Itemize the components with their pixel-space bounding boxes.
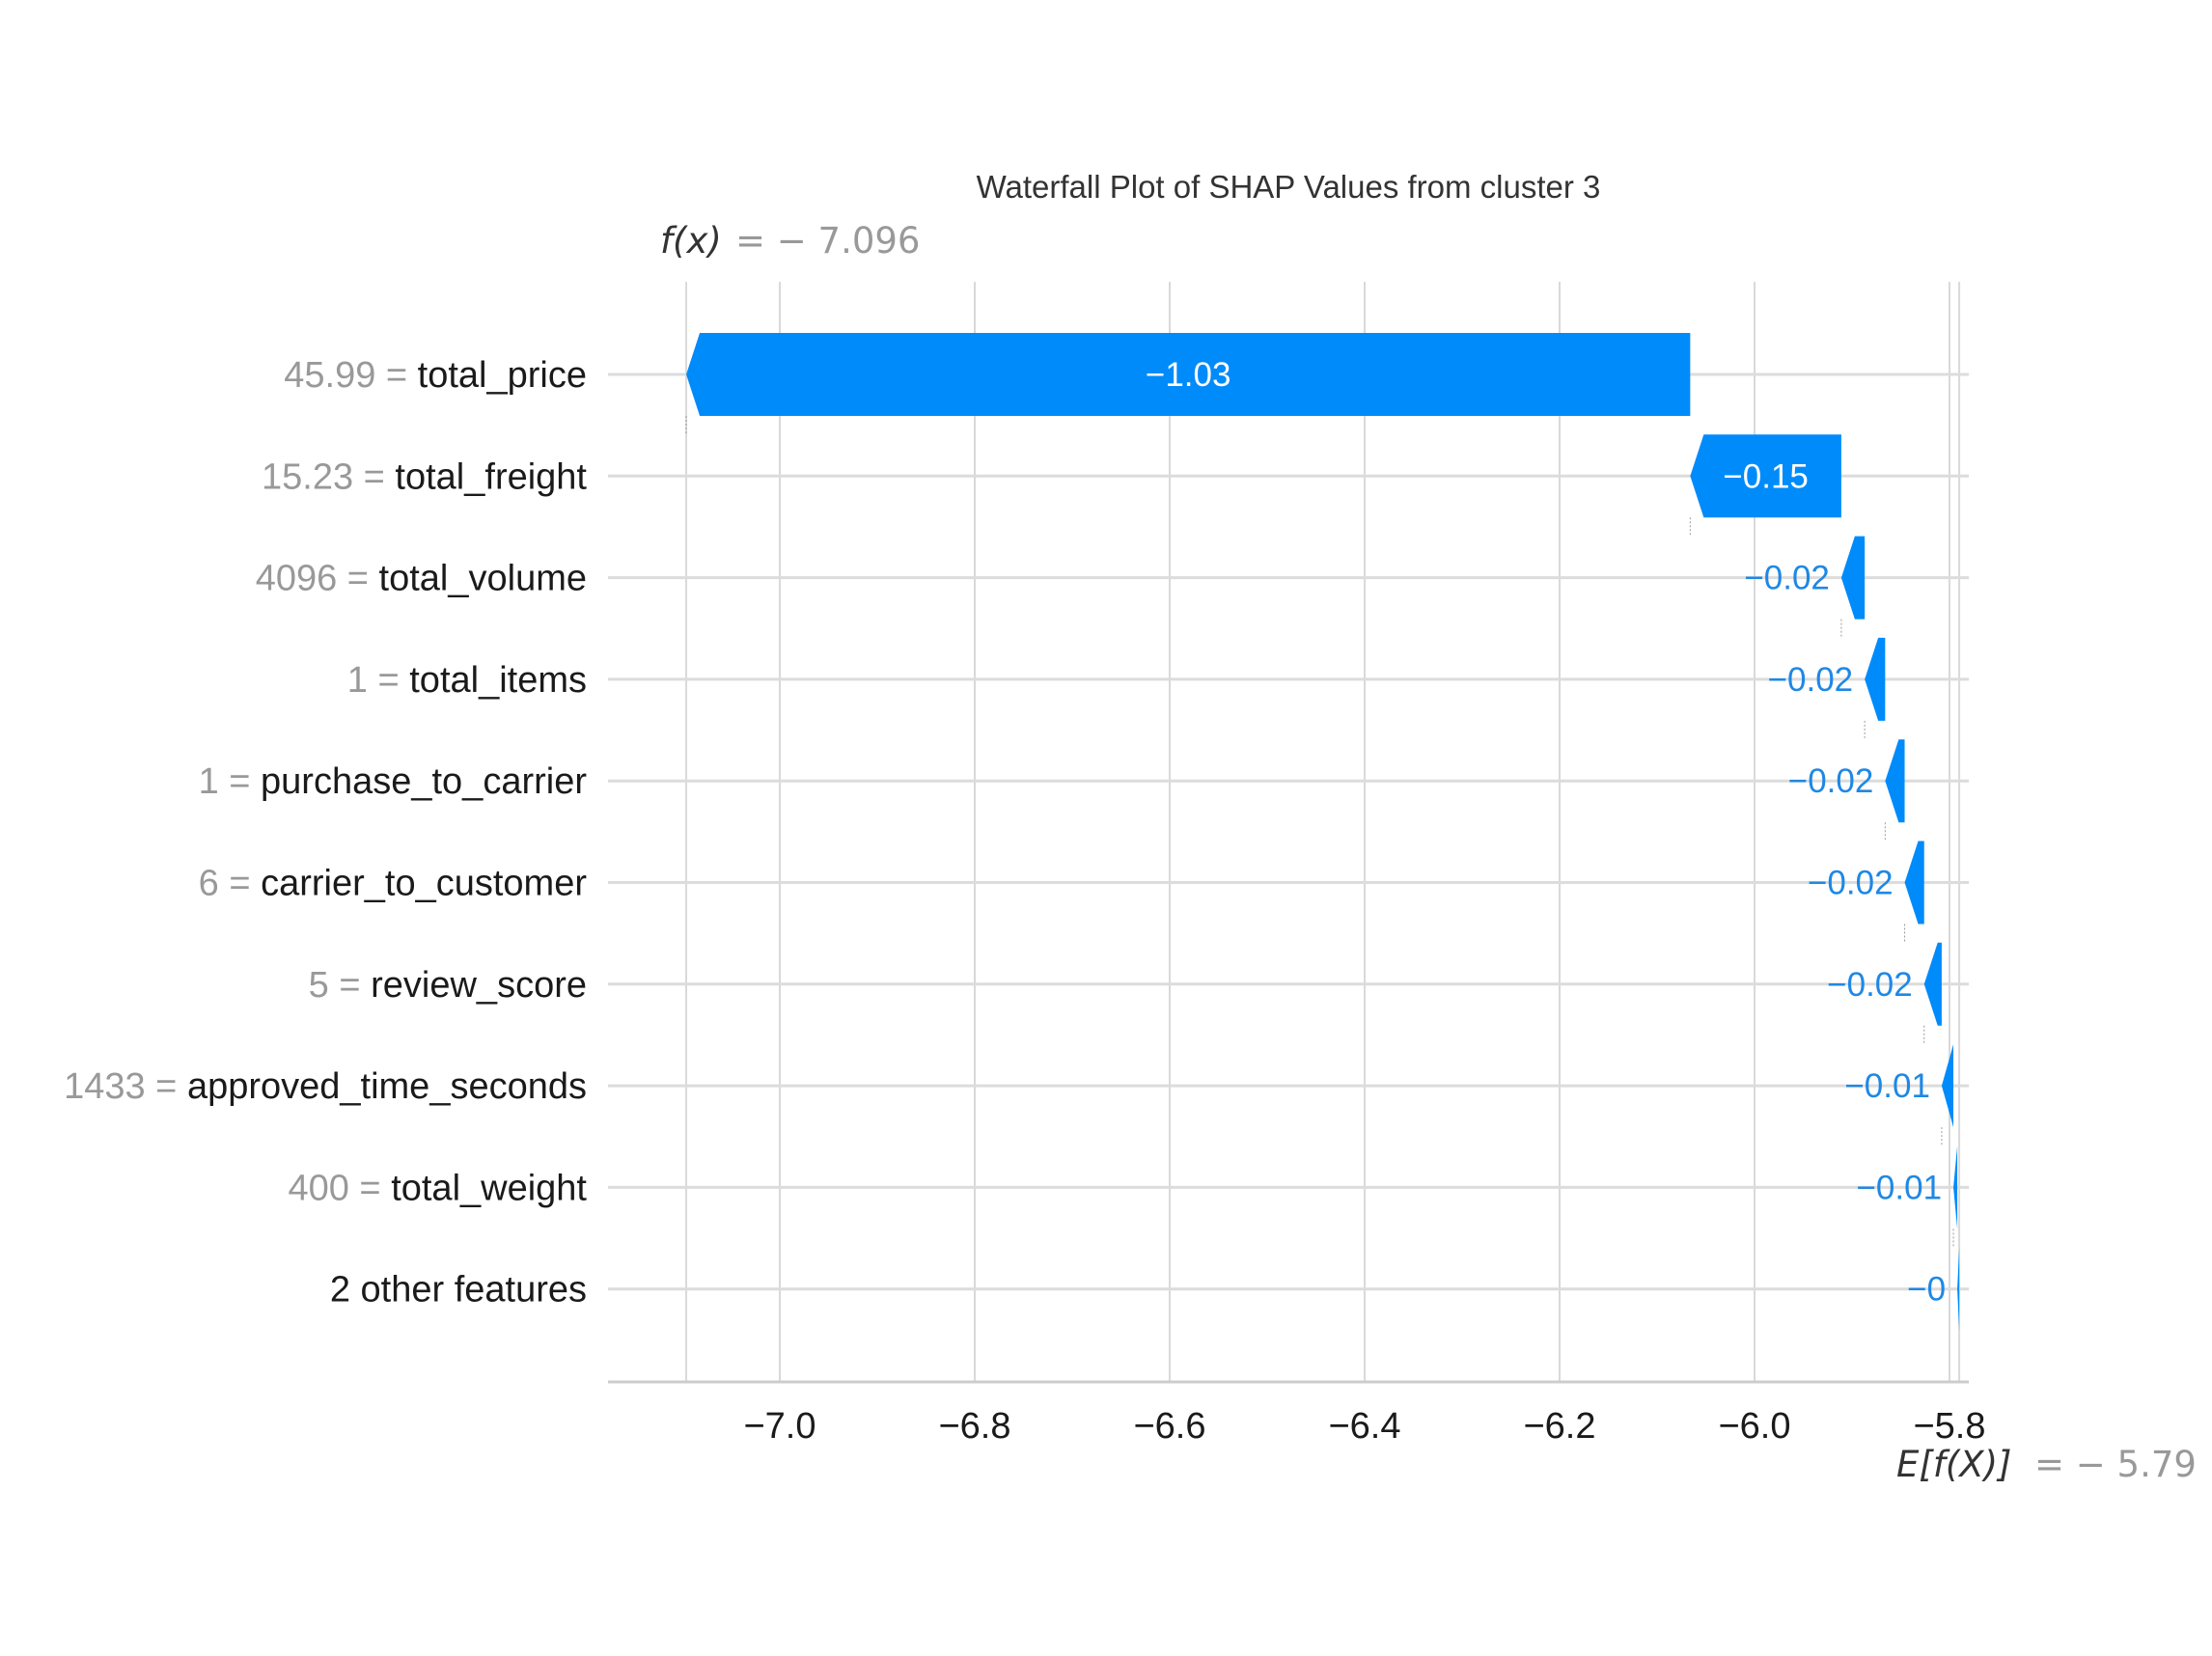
feature-label-1: 15.23 = total_freight [262,456,587,497]
bar-value-label-9: −0 [1907,1271,1946,1309]
feature-label-9: 2 other features [330,1270,587,1311]
fx-value: = − 7.096 [735,220,920,262]
feature-name-6: review_score [371,965,587,1006]
bar-value-label-3: −0.02 [1768,661,1854,699]
feature-name-7: approved_time_seconds [187,1066,587,1107]
feature-label-6: 5 = review_score [309,965,587,1006]
feature-name-1: total_freight [395,456,587,497]
feature-value-8: 400 = [288,1168,391,1208]
feature-value-7: 1433 = [64,1066,187,1107]
feature-name-2: total_volume [379,559,587,599]
bar-value-label-4: −0.02 [1788,762,1874,800]
bar-2 [1840,536,1866,620]
bar-7 [1941,1044,1954,1128]
x-tick-label-6: −5.8 [1913,1406,1985,1447]
feature-name-8: total_weight [391,1168,587,1208]
x-tick-label-0: −7.0 [743,1406,816,1447]
feature-label-7: 1433 = approved_time_seconds [64,1066,587,1107]
feature-value-0: 45.99 = [284,355,417,396]
bar-8 [1953,1145,1958,1229]
feature-name-5: carrier_to_customer [261,864,587,904]
bar-0 [686,333,1691,416]
bar-3 [1865,637,1886,721]
expected-value-label: E[f(X)] [1896,1444,2012,1485]
bar-1 [1690,434,1841,518]
x-tick-label-1: −6.8 [938,1406,1010,1447]
bar-value-label-0: −1.03 [1146,356,1231,394]
x-tick-label-3: −6.4 [1328,1406,1400,1447]
bar-6 [1923,942,1942,1026]
feature-value-1: 15.23 = [262,456,395,497]
feature-name-9: 2 other features [330,1270,587,1311]
feature-name-3: total_items [409,660,587,701]
feature-label-3: 1 = total_items [347,660,587,701]
x-tick-label-4: −6.2 [1523,1406,1595,1447]
bar-9 [1957,1247,1960,1331]
row-lines [608,373,1969,1291]
feature-label-0: 45.99 = total_price [284,355,587,396]
feature-label-5: 6 = carrier_to_customer [199,864,588,904]
x-axis: −7.0 −6.8 −6.6 −6.4 −6.2 −6.0 −5.8 [608,1380,1986,1447]
chart-title: Waterfall Plot of SHAP Values from clust… [977,169,1601,205]
feature-name-4: purchase_to_carrier [261,761,587,802]
bar-value-label-5: −0.02 [1808,865,1894,902]
feature-labels: 45.99 = total_price 15.23 = total_freight… [64,355,587,1311]
feature-value-4: 1 = [199,761,261,802]
bar-5 [1904,841,1924,925]
bars: −1.03 −0.15 −0.02 −0.02 −0.02 −0.02 −0.02 −0.01… [685,333,1960,1331]
feature-value-2: 4096 = [256,559,379,599]
x-tick-label-2: −6.6 [1133,1406,1205,1447]
feature-label-4: 1 = purchase_to_carrier [199,761,588,802]
expected-value-value: = − 5.79 [2034,1444,2197,1485]
feature-label-2: 4096 = total_volume [256,559,587,599]
feature-value-5: 6 = [199,864,261,904]
feature-name-0: total_price [418,355,587,396]
fx-label: f(x) [660,220,722,262]
bar-value-label-7: −0.01 [1844,1067,1930,1105]
feature-value-6: 5 = [309,965,371,1006]
bar-value-label-2: −0.02 [1744,560,1830,597]
feature-label-8: 400 = total_weight [288,1168,587,1208]
bar-value-label-8: −0.01 [1856,1169,1942,1206]
bar-value-label-1: −0.15 [1723,457,1809,495]
x-tick-label-5: −6.0 [1718,1406,1790,1447]
bar-value-label-6: −0.02 [1827,966,1913,1004]
feature-value-3: 1 = [347,660,409,701]
bar-4 [1885,739,1905,823]
